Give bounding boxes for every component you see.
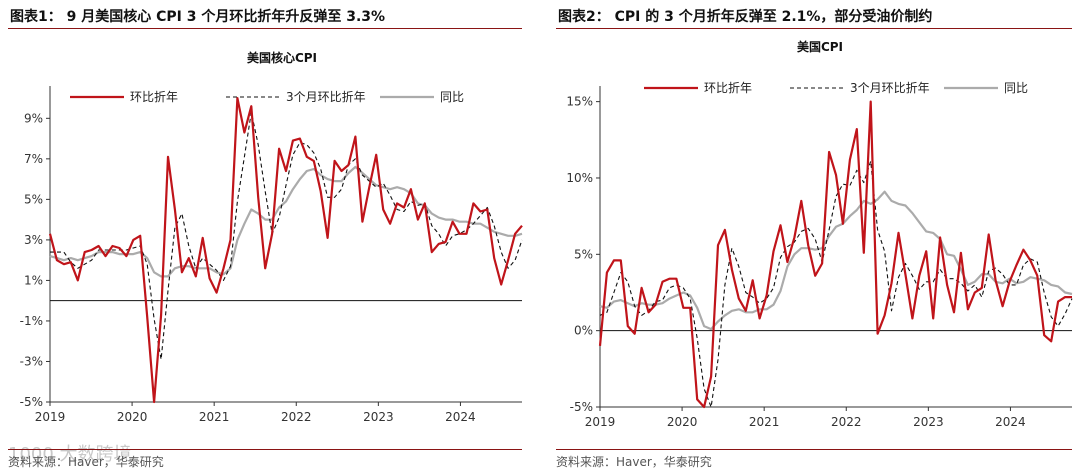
chart-title: 美国核心CPI bbox=[247, 50, 317, 65]
y-tick-label: -5% bbox=[20, 395, 43, 409]
legend-label: 同比 bbox=[1004, 81, 1028, 95]
x-tick-label: 2022 bbox=[281, 410, 312, 424]
source-note: 资料来源：Haver，华泰研究 bbox=[8, 455, 164, 469]
title-divider bbox=[556, 28, 1072, 29]
y-tick-label: -1% bbox=[20, 314, 43, 328]
legend-label: 环比折年 bbox=[704, 80, 752, 95]
x-tick-label: 2019 bbox=[35, 410, 66, 424]
legend-label: 同比 bbox=[440, 90, 464, 104]
x-tick-label: 2021 bbox=[749, 415, 780, 429]
series-line-3m-annualized bbox=[50, 111, 523, 360]
chart-title: 美国CPI bbox=[797, 39, 843, 54]
x-tick-label: 2023 bbox=[913, 415, 944, 429]
y-tick-label: 10% bbox=[566, 171, 593, 185]
legend-label: 3个月环比折年 bbox=[850, 80, 930, 95]
series-line-mom-annualized bbox=[598, 100, 1072, 409]
y-tick-label: -3% bbox=[20, 354, 43, 368]
y-tick-label: 5% bbox=[24, 192, 43, 206]
source-divider bbox=[556, 449, 1072, 450]
x-tick-label: 2023 bbox=[363, 410, 394, 424]
figure-title: 图表1： 9 月美国核心 CPI 3 个月环比折年升反弹至 3.3% bbox=[10, 9, 386, 25]
y-tick-label: 7% bbox=[24, 152, 43, 166]
y-tick-label: -5% bbox=[570, 400, 593, 414]
y-tick-label: 5% bbox=[574, 247, 593, 261]
x-tick-label: 2020 bbox=[667, 415, 698, 429]
source-divider bbox=[8, 449, 522, 450]
series-line-yoy bbox=[599, 190, 1073, 331]
title-divider bbox=[8, 28, 522, 29]
x-tick-label: 2022 bbox=[831, 415, 862, 429]
cpi-chart: 美国CPI -5% 0% 5% 10% 15% 2019 2020 2021 2022 2023 20… bbox=[566, 39, 1073, 429]
y-tick-label: 0% bbox=[574, 324, 593, 338]
series-line-yoy bbox=[49, 165, 523, 278]
legend-label: 环比折年 bbox=[130, 89, 178, 104]
y-tick-label: 15% bbox=[566, 95, 593, 109]
legend-label: 3个月环比折年 bbox=[286, 89, 366, 104]
figure-title: 图表2： CPI 的 3 个月折年反弹至 2.1%，部分受油价制约 bbox=[558, 9, 933, 25]
x-tick-label: 2019 bbox=[585, 415, 616, 429]
series-line-mom-annualized bbox=[48, 96, 523, 404]
figure-panel-left: 图表1： 9 月美国核心 CPI 3 个月环比折年升反弹至 3.3% 美国核心C… bbox=[0, 0, 530, 473]
core-cpi-chart: 美国核心CPI -5% -3% -1% 1% 3% 5% 7% 9% 2019 2020 2021 20… bbox=[20, 50, 523, 424]
x-tick-label: 2024 bbox=[995, 415, 1026, 429]
x-tick-label: 2024 bbox=[445, 410, 476, 424]
y-tick-label: 3% bbox=[24, 233, 43, 247]
y-tick-label: 1% bbox=[24, 273, 43, 287]
figure-panel-right: 图表2： CPI 的 3 个月折年反弹至 2.1%，部分受油价制约 美国CPI -… bbox=[548, 0, 1080, 473]
source-note: 资料来源：Haver，华泰研究 bbox=[556, 455, 712, 469]
x-tick-label: 2020 bbox=[117, 410, 148, 424]
x-tick-label: 2021 bbox=[199, 410, 230, 424]
y-tick-label: 9% bbox=[24, 111, 43, 125]
